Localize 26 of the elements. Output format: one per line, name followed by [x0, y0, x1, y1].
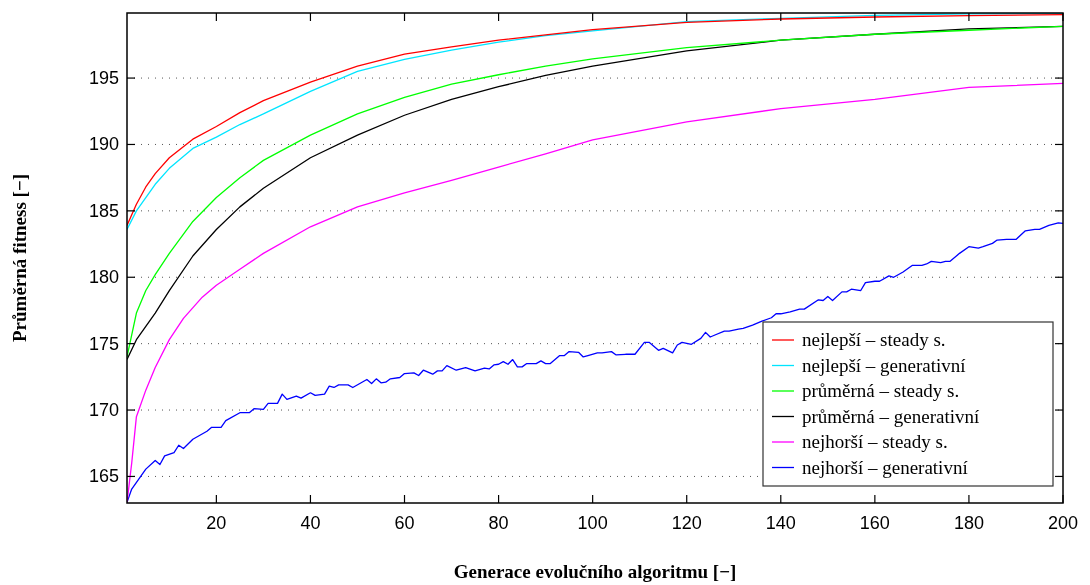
- y-tick-label: 190: [88, 134, 119, 155]
- x-tick-label: 60: [394, 513, 415, 533]
- x-tick-label: 20: [206, 513, 227, 533]
- x-tick-label: 120: [671, 513, 702, 533]
- y-tick-label: 180: [88, 267, 119, 288]
- y-tick-label: 195: [88, 68, 119, 89]
- x-axis-title: Generace evolučního algoritmu [−]: [453, 561, 737, 582]
- x-tick-label: 80: [488, 513, 509, 533]
- x-tick-label: 200: [1047, 513, 1079, 533]
- y-tick-label: 165: [88, 466, 119, 487]
- legend-label: průměrná – generativní: [802, 405, 980, 427]
- legend-label: nejlepší – steady s.: [802, 329, 946, 350]
- x-tick-label: 40: [300, 513, 321, 533]
- x-tick-label: 140: [765, 513, 796, 533]
- legend-label: nejhorší – steady s.: [802, 431, 948, 452]
- legend-label: průměrná – steady s.: [802, 380, 960, 401]
- y-tick-label: 175: [88, 333, 119, 354]
- y-axis-title: Průměrná fitness [−]: [9, 173, 30, 343]
- y-tick-label: 170: [88, 400, 119, 421]
- line-series: [127, 222, 1063, 503]
- x-tick-label: 100: [577, 513, 608, 533]
- legend-label: nejlepší – generativní: [802, 354, 967, 376]
- x-tick-label: 160: [859, 513, 890, 533]
- y-tick-label: 185: [88, 200, 119, 221]
- legend-label: nejhorší – generativní: [802, 456, 969, 478]
- x-tick-label: 180: [953, 513, 984, 533]
